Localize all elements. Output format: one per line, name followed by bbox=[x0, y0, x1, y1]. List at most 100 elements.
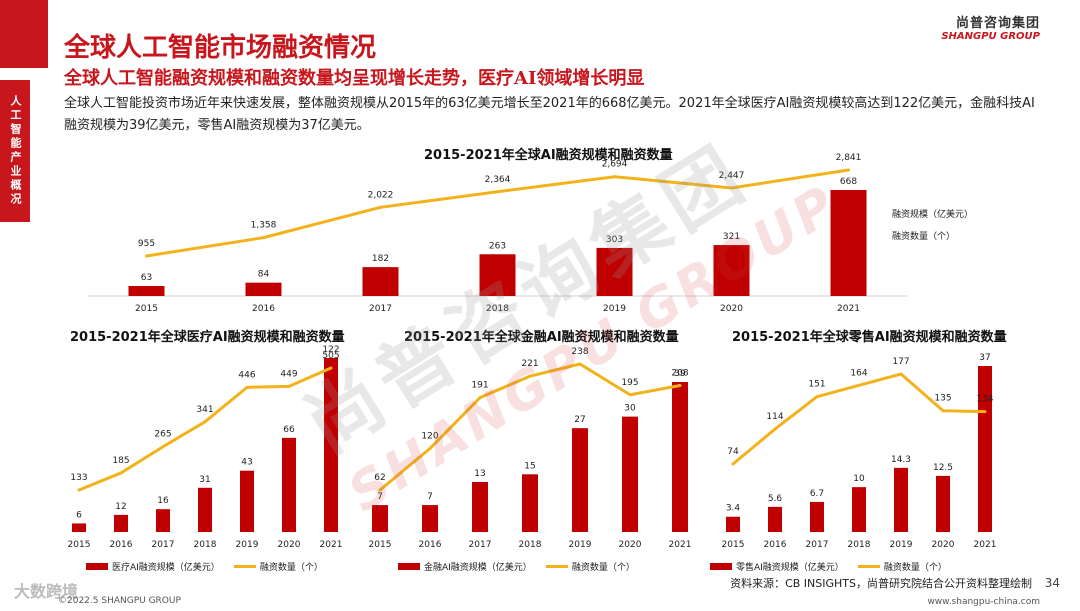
x-tick-label: 2021 bbox=[837, 304, 860, 314]
x-tick-label: 2016 bbox=[764, 540, 787, 550]
x-tick-label: 2021 bbox=[974, 540, 997, 550]
bar-value-label: 13 bbox=[474, 469, 485, 479]
bar bbox=[282, 437, 296, 532]
line-value-label: 208 bbox=[671, 368, 688, 378]
bar bbox=[978, 366, 992, 532]
bar-value-label: 668 bbox=[840, 177, 857, 187]
x-tick-label: 2020 bbox=[619, 540, 642, 550]
x-tick-label: 2019 bbox=[890, 540, 913, 550]
x-tick-label: 2018 bbox=[486, 304, 509, 314]
x-tick-label: 2020 bbox=[720, 304, 743, 314]
page-description: 全球人工智能投资市场近年来快速发展，整体融资规模从2015年的63亿美元增长至2… bbox=[64, 96, 1035, 133]
bar-value-label: 5.6 bbox=[768, 494, 783, 504]
bar-value-label: 6.7 bbox=[810, 489, 824, 499]
line-value-label: 1,358 bbox=[251, 221, 277, 231]
bar bbox=[324, 358, 338, 532]
bar bbox=[472, 482, 488, 532]
line-value-label: 341 bbox=[196, 405, 213, 415]
legend-bar-swatch bbox=[398, 563, 420, 570]
bar bbox=[810, 501, 824, 532]
x-tick-label: 2016 bbox=[252, 304, 275, 314]
bar-value-label: 122 bbox=[322, 345, 339, 355]
footer-url[interactable]: www.shangpu-china.com bbox=[927, 597, 1040, 607]
line-point bbox=[161, 445, 165, 449]
legend-line-label: 融资数量（个） bbox=[892, 232, 956, 242]
line-point bbox=[496, 190, 499, 194]
line-value-label: 505 bbox=[322, 351, 339, 361]
copyright: ©2022.5 SHANGPU GROUP bbox=[58, 596, 181, 606]
line-value-label: 238 bbox=[571, 347, 588, 357]
page-title: 全球人工智能市场融资情况 bbox=[64, 33, 377, 63]
line-value-label: 164 bbox=[850, 368, 867, 378]
finance-chart: 7 7 13 15 27 30 39 62 120 191 221 238 195 208 2015 2016… bbox=[369, 347, 692, 550]
bar bbox=[596, 247, 633, 296]
x-tick-label: 2016 bbox=[419, 540, 442, 550]
legend-item-bar: 融资规模（亿美元） bbox=[892, 207, 973, 220]
line-point bbox=[528, 374, 532, 378]
brand-logo: 尚普咨询集团 SHANGPU GROUP bbox=[941, 12, 1040, 42]
line-point bbox=[287, 384, 291, 388]
medical-chart: 6 12 16 31 43 66 122 133 185 265 341 446 449 505 2015 2… bbox=[68, 345, 343, 550]
x-tick-label: 2015 bbox=[369, 540, 392, 550]
line-point bbox=[478, 396, 482, 400]
bar-value-label: 14.3 bbox=[891, 455, 911, 465]
legend-bar-swatch bbox=[710, 563, 732, 570]
x-tick-label: 2021 bbox=[669, 540, 692, 550]
bar bbox=[362, 267, 399, 296]
x-tick-label: 2018 bbox=[848, 540, 871, 550]
line-value-label: 2,694 bbox=[602, 160, 628, 170]
x-tick-label: 2015 bbox=[68, 540, 91, 550]
x-tick-label: 2015 bbox=[135, 304, 158, 314]
line-value-label: 151 bbox=[808, 380, 825, 390]
bar bbox=[72, 523, 86, 532]
line-point bbox=[262, 236, 265, 240]
line-point bbox=[628, 393, 632, 397]
line-value-label: 185 bbox=[112, 456, 129, 466]
legend-line-label: 融资数量（个） bbox=[883, 563, 947, 573]
logo-cn: 尚普咨询集团 bbox=[955, 16, 1040, 31]
bar bbox=[422, 505, 438, 532]
bar bbox=[114, 514, 128, 532]
line-value-label: 134 bbox=[976, 395, 993, 405]
bar-value-label: 12 bbox=[115, 502, 126, 512]
line-point bbox=[847, 168, 850, 172]
legend-bar-label: 医疗AI融资规模（亿美元） bbox=[112, 563, 220, 573]
main-chart: 63 84 182 263 303 321 668 955 1,358 2,022 2,364 2,6… bbox=[88, 153, 907, 314]
line-value-label: 177 bbox=[892, 357, 909, 367]
line-value-label: 133 bbox=[70, 473, 87, 483]
side-section-tab[interactable]: 人工智能产业概况 bbox=[0, 80, 30, 222]
x-tick-label: 2017 bbox=[369, 304, 392, 314]
line-value-label: 221 bbox=[521, 359, 538, 369]
line-point bbox=[245, 385, 249, 389]
bar bbox=[245, 282, 282, 296]
line-value-label: 2,022 bbox=[368, 190, 394, 200]
line-value-label: 191 bbox=[471, 381, 488, 391]
bar-value-label: 15 bbox=[524, 461, 535, 471]
line-point bbox=[815, 395, 819, 399]
line-point bbox=[773, 427, 777, 431]
line-value-label: 2,364 bbox=[485, 175, 511, 185]
line-point bbox=[941, 409, 945, 413]
bar bbox=[198, 487, 212, 532]
bar-value-label: 7 bbox=[377, 492, 383, 502]
x-tick-label: 2015 bbox=[722, 540, 745, 550]
bar-value-label: 84 bbox=[258, 270, 270, 280]
x-tick-label: 2021 bbox=[320, 540, 343, 550]
line-value-label: 195 bbox=[621, 378, 638, 388]
bar bbox=[240, 470, 254, 532]
line-point bbox=[428, 446, 432, 450]
bar bbox=[672, 382, 688, 532]
legend-line-swatch bbox=[545, 565, 568, 568]
footer-logo: 大数跨境 bbox=[14, 582, 79, 601]
retail-chart-title: 2015-2021年全球零售AI融资规模和融资数量 bbox=[732, 330, 1007, 345]
bar-value-label: 303 bbox=[606, 235, 623, 245]
x-tick-label: 2017 bbox=[152, 540, 175, 550]
line-point bbox=[119, 471, 123, 475]
bar bbox=[372, 505, 388, 532]
finance-chart-title: 2015-2021年全球金融AI融资规模和融资数量 bbox=[404, 330, 679, 345]
bar-value-label: 321 bbox=[723, 232, 740, 242]
legend-item-line: 融资数量（个） bbox=[892, 229, 973, 242]
bar bbox=[128, 286, 165, 296]
line-point bbox=[899, 372, 903, 376]
line-value-label: 74 bbox=[727, 447, 739, 457]
